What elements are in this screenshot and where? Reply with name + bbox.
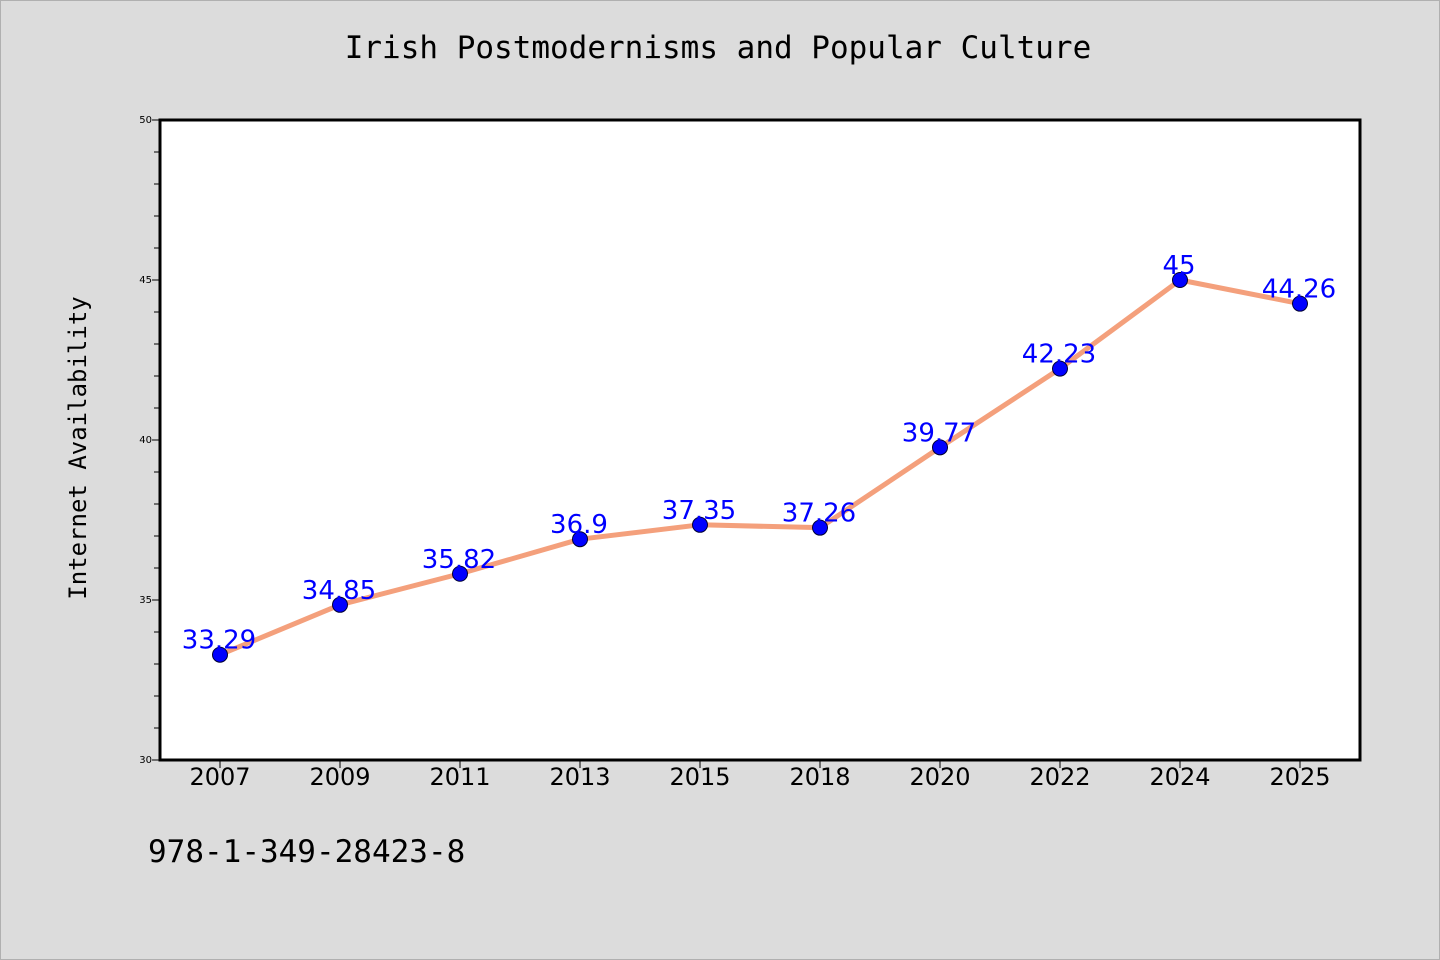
y-tick-label: 50 [139, 115, 152, 126]
x-tick-label: 2011 [429, 763, 490, 791]
x-tick-label: 2015 [669, 763, 730, 791]
y-tick-label: 45 [139, 275, 152, 286]
data-label-layer: 33.29 34.85 35.82 36.9 37.35 37.26 39.77 42.23 4… [182, 251, 1336, 656]
isbn-caption: 978-1-349-28423-8 [148, 834, 466, 870]
data-label: 35.82 [422, 545, 496, 575]
data-point [1292, 295, 1308, 312]
data-label: 39.77 [902, 418, 976, 448]
data-label: 37.35 [662, 496, 736, 526]
data-label: 34.85 [302, 576, 376, 606]
x-tick-label: 2018 [789, 763, 850, 791]
data-label: 33.29 [182, 626, 256, 656]
data-point [1172, 272, 1188, 288]
x-tick-label: 2024 [1149, 763, 1210, 791]
x-tick-label: 2009 [309, 763, 370, 791]
data-label: 44.26 [1262, 275, 1336, 305]
tick-marks: 30 35 40 45 50 2007 2009 2011 2013 2015 2018 2020 20… [139, 115, 1330, 791]
data-point [332, 596, 348, 613]
y-tick-label: 40 [139, 435, 152, 446]
data-label: 36.9 [550, 510, 608, 540]
data-point [572, 531, 588, 548]
x-tick-label: 2022 [1029, 763, 1090, 791]
series-line [217, 277, 1303, 658]
plot-area [160, 120, 1360, 760]
x-tick-label: 2025 [1269, 763, 1330, 791]
data-point [1052, 360, 1068, 377]
data-point [932, 439, 948, 456]
data-point [452, 565, 468, 582]
chart-title: Irish Postmodernisms and Popular Culture [344, 30, 1092, 66]
x-tick-label: 2007 [189, 763, 250, 791]
data-point [812, 519, 828, 536]
plot-border [158, 118, 1362, 762]
series-line-layer [217, 277, 1303, 658]
y-tick-label: 30 [139, 755, 152, 766]
data-label: 45 [1162, 251, 1195, 281]
x-tick-label: 2013 [549, 763, 610, 791]
marker-layer [212, 272, 1308, 663]
data-label: 37.26 [782, 499, 856, 529]
data-point [692, 516, 708, 533]
y-tick-label: 35 [139, 595, 152, 606]
x-tick-label: 2020 [909, 763, 970, 791]
data-point [212, 646, 228, 663]
data-label: 42.23 [1022, 340, 1096, 370]
